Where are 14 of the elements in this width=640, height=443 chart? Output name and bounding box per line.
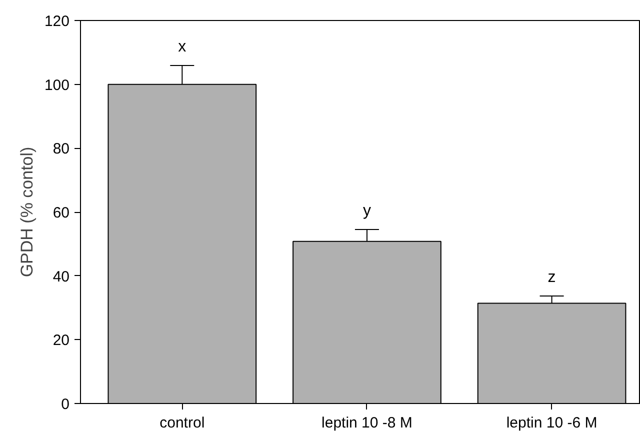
y-tick-label: 100 <box>44 76 70 94</box>
y-tick-label: 120 <box>44 13 70 30</box>
y-tick-label: 40 <box>52 268 70 286</box>
x-tick-label: leptin 10 -8 M <box>322 414 412 432</box>
y-tick-label: 80 <box>52 140 70 158</box>
y-tick-label: 60 <box>52 204 70 222</box>
annotation: y <box>362 202 371 220</box>
x-tick-label: leptin 10 -6 M <box>506 414 598 432</box>
y-tick-label: 0 <box>61 396 70 413</box>
y-axis-title: GPDH (% contol) <box>17 146 36 278</box>
annotation: x <box>178 38 186 56</box>
y-tick-label: 20 <box>52 332 70 350</box>
annotation: z <box>548 268 556 286</box>
x-tick-label: control <box>160 414 205 432</box>
